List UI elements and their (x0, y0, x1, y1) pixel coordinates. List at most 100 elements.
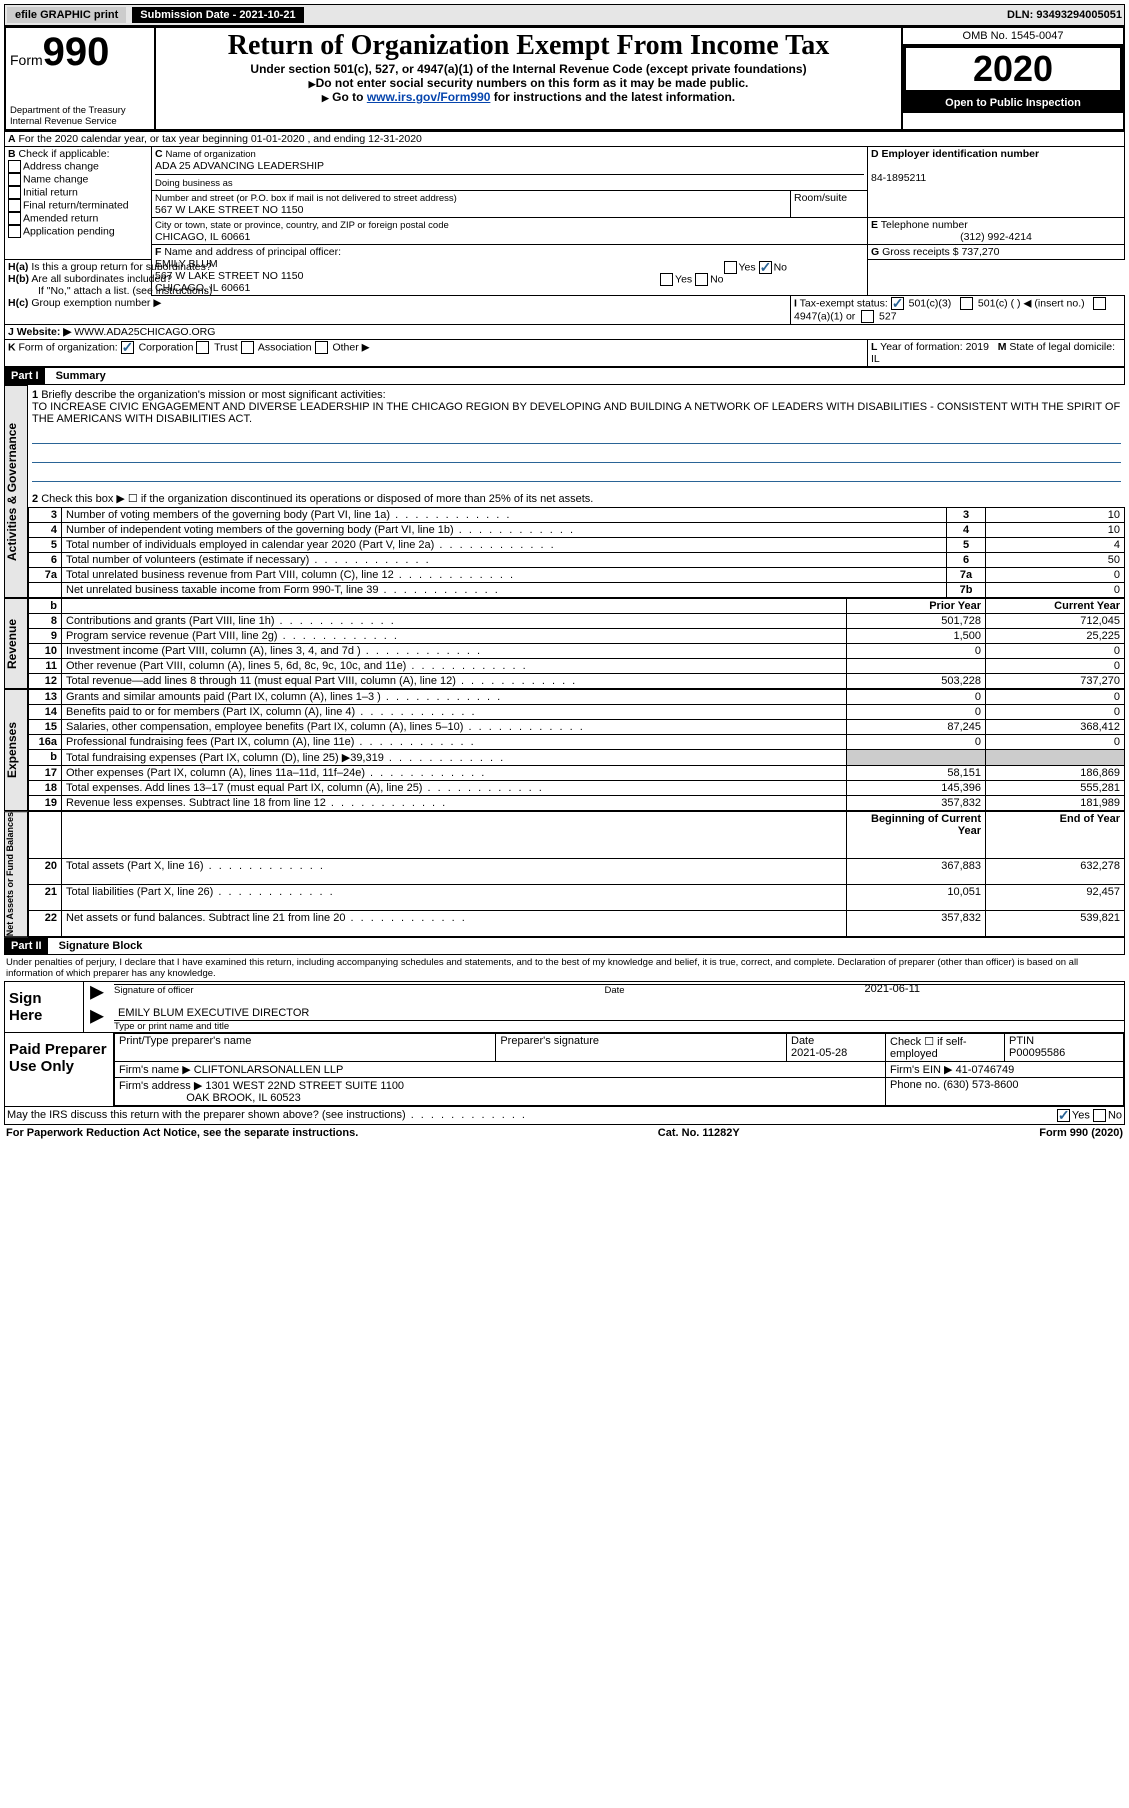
row-label: Other expenses (Part IX, column (A), lin… (62, 766, 847, 781)
row-num: 16a (29, 735, 62, 750)
row-label: Total number of volunteers (estimate if … (62, 553, 947, 568)
vtab-netassets: Net Assets or Fund Balances (4, 811, 28, 937)
i-label: Tax-exempt status: (800, 297, 888, 309)
goto-pre: Go to (332, 90, 367, 104)
row-num: 12 (29, 674, 62, 689)
row-num (29, 812, 62, 859)
row-num: 5 (29, 538, 62, 553)
entity-info: A For the 2020 calendar year, or tax yea… (4, 131, 1125, 367)
discuss-no[interactable] (1093, 1109, 1106, 1122)
opt-assoc: Association (258, 341, 312, 353)
current-val: 0 (986, 644, 1125, 659)
expenses-table: 13 Grants and similar amounts paid (Part… (28, 689, 1125, 811)
revenue-table: b Prior Year Current Year8 Contributions… (28, 598, 1125, 689)
part1-title: Summary (56, 370, 106, 382)
check-501c3[interactable] (891, 297, 904, 310)
row-box: 5 (947, 538, 986, 553)
sign-here-block: Sign Here ▸ 2021-06-11 Signature of offi… (4, 981, 1125, 1033)
check-501c[interactable] (960, 297, 973, 310)
hb-no[interactable] (695, 273, 708, 286)
form-word: Form (10, 52, 43, 68)
row-label: Total unrelated business revenue from Pa… (62, 568, 947, 583)
begin-val: 367,883 (847, 858, 986, 884)
footer: For Paperwork Reduction Act Notice, see … (4, 1125, 1125, 1141)
row-label: Total number of individuals employed in … (62, 538, 947, 553)
end-val: 539,821 (986, 911, 1125, 937)
current-year-hdr: Current Year (986, 599, 1125, 614)
submission-date-button[interactable]: Submission Date - 2021-10-21 (132, 7, 303, 23)
efile-button[interactable]: efile GRAPHIC print (7, 7, 126, 23)
g-label: Gross receipts $ (882, 246, 958, 258)
check-assoc[interactable] (241, 341, 254, 354)
begin-val: 10,051 (847, 885, 986, 911)
row-num: 7a (29, 568, 62, 583)
hb-yes[interactable] (660, 273, 673, 286)
current-val: 0 (986, 690, 1125, 705)
opt-corp: Corporation (139, 341, 194, 353)
irs-link[interactable]: www.irs.gov/Form990 (367, 90, 491, 104)
check-trust[interactable] (196, 341, 209, 354)
row-num: 18 (29, 781, 62, 796)
row-label: Revenue less expenses. Subtract line 18 … (62, 796, 847, 811)
c-name-label: Name of organization (166, 149, 256, 160)
ha-yes[interactable] (724, 261, 737, 274)
row-label: Total fundraising expenses (Part IX, col… (62, 750, 847, 766)
firm-name: CLIFTONLARSONALLEN LLP (194, 1064, 344, 1076)
row-label (62, 812, 847, 859)
row-label: Total liabilities (Part X, line 26) (62, 885, 847, 911)
row-num (29, 583, 62, 598)
date-label: Date (604, 985, 624, 996)
end-val: 92,457 (986, 885, 1125, 911)
row-num: 20 (29, 858, 62, 884)
part2-header: Part II Signature Block (4, 937, 1125, 955)
check-pending[interactable] (8, 225, 21, 238)
part2-hdr: Part II (5, 938, 48, 954)
check-527[interactable] (861, 310, 874, 323)
row-num: 22 (29, 911, 62, 937)
form-number: 990 (43, 30, 110, 74)
k-label: Form of organization: (19, 341, 118, 353)
fein-label: Firm's EIN ▶ (890, 1064, 953, 1076)
sub-501: Under section 501(c), 527, or 4947(a)(1)… (160, 62, 897, 76)
discuss-text: May the IRS discuss this return with the… (7, 1109, 1057, 1122)
row-num: 14 (29, 705, 62, 720)
part1-header: Part I Summary (4, 367, 1125, 385)
check-other[interactable] (315, 341, 328, 354)
opt-527: 527 (879, 310, 897, 322)
row-num: 21 (29, 885, 62, 911)
dept-treasury: Department of the Treasury Internal Reve… (10, 105, 150, 127)
check-name[interactable] (8, 173, 21, 186)
row-num: 10 (29, 644, 62, 659)
current-val: 181,989 (986, 796, 1125, 811)
current-val: 555,281 (986, 781, 1125, 796)
row-val: 0 (986, 568, 1125, 583)
paid-preparer-label: Paid Preparer Use Only (5, 1033, 114, 1106)
ha-no[interactable] (759, 261, 772, 274)
discuss-yes[interactable] (1057, 1109, 1070, 1122)
check-corp[interactable] (121, 341, 134, 354)
prior-val: 87,245 (847, 720, 986, 735)
row-box: 6 (947, 553, 986, 568)
return-title: Return of Organization Exempt From Incom… (160, 30, 897, 62)
ein-value: 84-1895211 (871, 172, 926, 184)
pdate-val: 2021-05-28 (791, 1047, 847, 1059)
row-num: b (29, 599, 62, 614)
part2-title: Signature Block (59, 940, 143, 952)
check-4947[interactable] (1093, 297, 1106, 310)
row-num: 6 (29, 553, 62, 568)
check-address[interactable] (8, 160, 21, 173)
check-initial[interactable] (8, 186, 21, 199)
city-label: City or town, state or province, country… (155, 220, 449, 231)
vtab-expenses: Expenses (4, 689, 28, 811)
shaded-cell (847, 750, 986, 766)
b-label: Check if applicable: (19, 148, 110, 160)
check-final[interactable] (8, 199, 21, 212)
footer-cat: Cat. No. 11282Y (658, 1127, 740, 1139)
row-label: Total assets (Part X, line 16) (62, 858, 847, 884)
row-num: 15 (29, 720, 62, 735)
check-amended[interactable] (8, 212, 21, 225)
row-label: Total expenses. Add lines 13–17 (must eq… (62, 781, 847, 796)
current-val: 0 (986, 705, 1125, 720)
opt-initial: Initial return (23, 186, 78, 198)
row-label: Number of independent voting members of … (62, 523, 947, 538)
